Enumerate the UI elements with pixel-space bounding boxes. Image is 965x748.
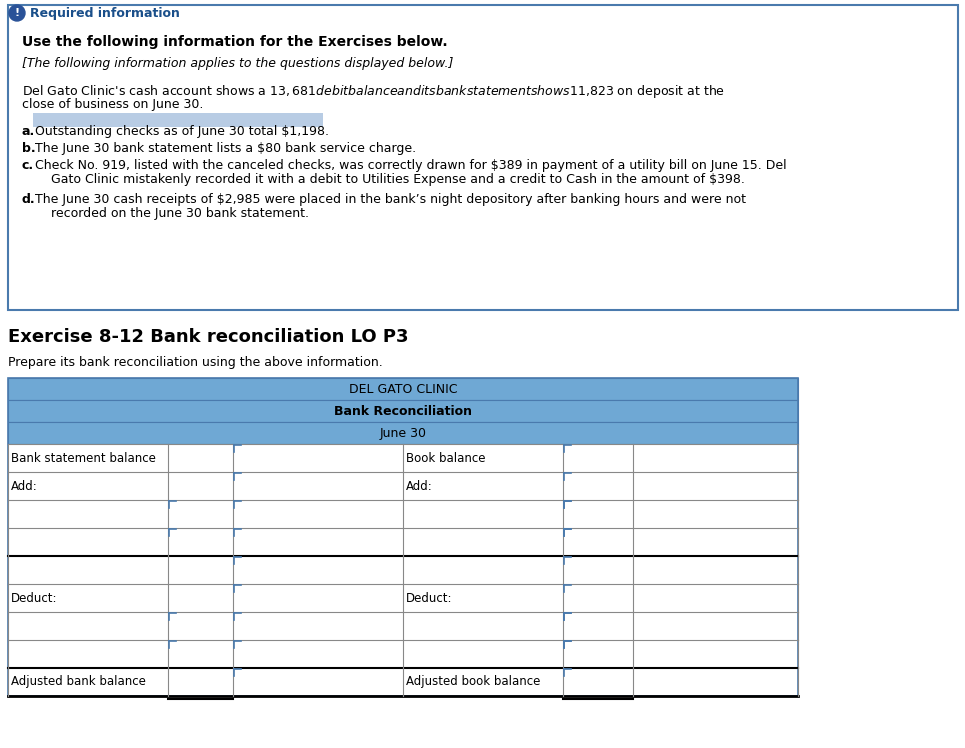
Text: Required information: Required information — [30, 7, 179, 19]
Text: Add:: Add: — [406, 479, 432, 492]
Bar — [8, 640, 798, 668]
Bar — [33, 113, 323, 127]
FancyBboxPatch shape — [8, 5, 958, 310]
Bar — [8, 422, 798, 444]
Bar — [8, 500, 798, 528]
Bar — [8, 612, 798, 640]
Text: Adjusted bank balance: Adjusted bank balance — [11, 675, 146, 688]
Text: c.: c. — [22, 159, 34, 172]
Text: Bank statement balance: Bank statement balance — [11, 452, 156, 465]
Text: Bank Reconciliation: Bank Reconciliation — [334, 405, 472, 417]
Text: recorded on the June 30 bank statement.: recorded on the June 30 bank statement. — [35, 207, 309, 220]
Bar — [8, 668, 798, 696]
Text: The June 30 cash receipts of $2,985 were placed in the bank’s night depository a: The June 30 cash receipts of $2,985 were… — [35, 193, 746, 206]
Text: b.: b. — [22, 142, 36, 155]
Text: a.: a. — [22, 125, 36, 138]
Bar — [8, 556, 798, 584]
Text: Book balance: Book balance — [406, 452, 485, 465]
Circle shape — [9, 5, 25, 21]
Bar — [8, 400, 798, 422]
Bar — [8, 472, 798, 500]
Text: close of business on June 30.: close of business on June 30. — [22, 98, 204, 111]
Text: Adjusted book balance: Adjusted book balance — [406, 675, 540, 688]
Text: Gato Clinic mistakenly recorded it with a debit to Utilities Expense and a credi: Gato Clinic mistakenly recorded it with … — [35, 173, 745, 186]
Bar — [8, 584, 798, 612]
Bar — [8, 378, 798, 696]
Text: Exercise 8-12 Bank reconciliation LO P3: Exercise 8-12 Bank reconciliation LO P3 — [8, 328, 408, 346]
Text: Use the following information for the Exercises below.: Use the following information for the Ex… — [22, 35, 448, 49]
Text: d.: d. — [22, 193, 36, 206]
Bar — [8, 378, 798, 400]
Text: Del Gato Clinic's cash account shows a $13,681 debit balance and its bank statem: Del Gato Clinic's cash account shows a $… — [22, 83, 725, 100]
Text: [The following information applies to the questions displayed below.]: [The following information applies to th… — [22, 57, 454, 70]
Text: DEL GATO CLINIC: DEL GATO CLINIC — [348, 382, 457, 396]
Bar — [8, 444, 798, 472]
Text: Deduct:: Deduct: — [11, 592, 58, 604]
Bar — [8, 528, 798, 556]
Text: Prepare its bank reconciliation using the above information.: Prepare its bank reconciliation using th… — [8, 356, 383, 369]
Text: Add:: Add: — [11, 479, 38, 492]
Text: June 30: June 30 — [379, 426, 427, 440]
Text: The June 30 bank statement lists a $80 bank service charge.: The June 30 bank statement lists a $80 b… — [35, 142, 416, 155]
Text: Deduct:: Deduct: — [406, 592, 453, 604]
Text: Check No. 919, listed with the canceled checks, was correctly drawn for $389 in : Check No. 919, listed with the canceled … — [35, 159, 786, 172]
Text: !: ! — [14, 8, 19, 18]
Text: Outstanding checks as of June 30 total $1,198.: Outstanding checks as of June 30 total $… — [35, 125, 329, 138]
